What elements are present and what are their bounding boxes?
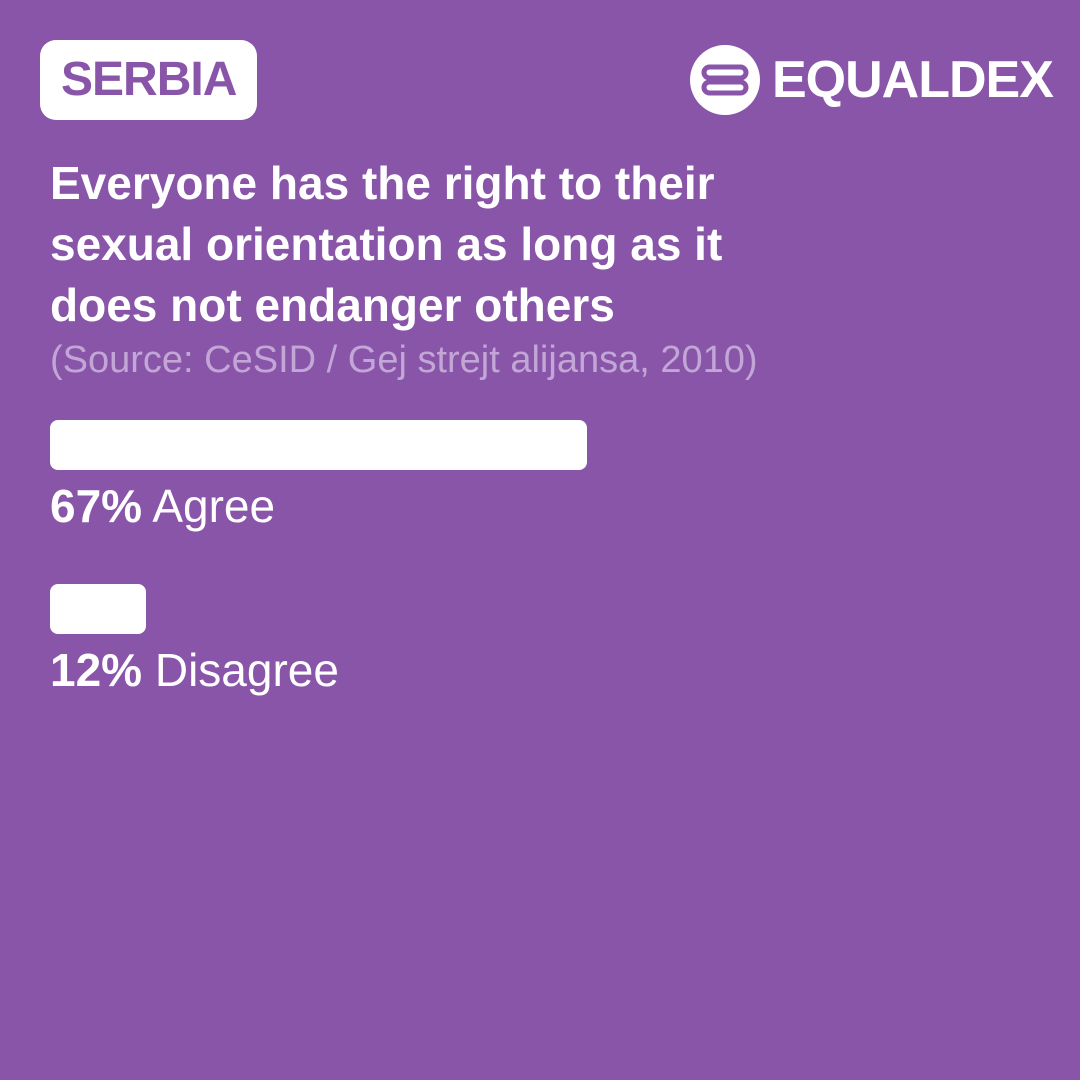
category-label: Agree [152,480,276,532]
logo-icon [690,45,760,115]
brand-name: EQUALDEX [772,51,1054,109]
value-label: 67% [50,480,143,532]
bar-label: 12% Disagree [50,642,339,698]
country-badge: SERBIA [40,40,258,120]
chart-title: Everyone has the right to their sexual o… [50,157,723,331]
bar [50,584,147,634]
chart-source: (Source: CeSID / Gej strejt alijansa, 20… [50,339,758,381]
bar-label: 67% Agree [50,478,275,534]
value-label: 12% [50,644,143,696]
bar [50,420,587,470]
category-label: Disagree [154,644,339,696]
